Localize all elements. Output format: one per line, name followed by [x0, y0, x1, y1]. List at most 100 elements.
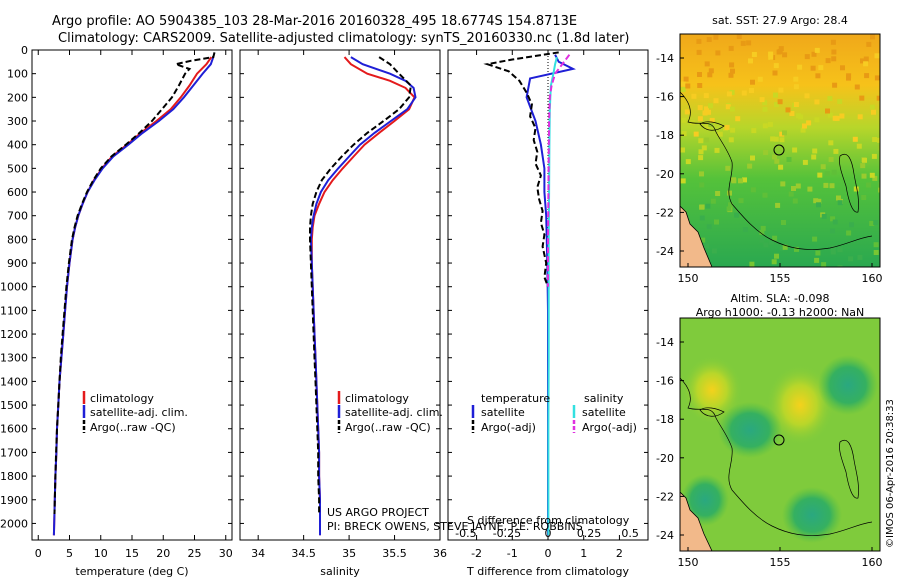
map-y-tick-label: -18 — [656, 129, 674, 142]
sst-pixel — [772, 235, 778, 241]
sst-pixel — [874, 53, 880, 59]
difference-x-label: T difference from climatology — [466, 565, 629, 578]
sst-pixel — [681, 131, 687, 137]
sst-pixel — [795, 183, 801, 189]
sst-pixel — [763, 242, 769, 248]
sst-pixel — [830, 39, 836, 45]
sst-pixel — [696, 38, 702, 44]
y-tick-label: 0 — [21, 44, 28, 57]
sst-pixel — [725, 104, 731, 110]
sst-pixel — [728, 72, 734, 78]
sst-map: sat. SST: 27.9 Argo: 28.4 -14 -16 -18 -20 -2… — [656, 14, 882, 285]
sst-pixel — [788, 191, 794, 197]
sst-pixel — [872, 137, 878, 142]
legend-salinity-title: salinity — [584, 392, 624, 405]
sst-pixel — [825, 58, 831, 64]
legend-climatology-label: climatology — [345, 392, 409, 405]
x-tick-label: -2 — [471, 547, 482, 560]
sst-pixel — [771, 259, 777, 265]
figure-title-line2: Climatology: CARS2009. Satellite-adjuste… — [58, 31, 630, 46]
y-tick-label: 500 — [7, 162, 28, 175]
sst-pixel — [762, 106, 768, 112]
sst-pixel — [778, 87, 784, 93]
sst-pixel — [848, 256, 854, 262]
sst-pixel — [699, 215, 705, 221]
sst-pixel — [782, 244, 788, 250]
sst-pixel — [736, 34, 742, 39]
map-x-tick-label: 160 — [862, 556, 883, 569]
sst-pixel — [772, 70, 778, 76]
sst-pixel — [734, 212, 740, 218]
series-line-argo-raw-qc- — [53, 52, 216, 515]
sst-pixel — [728, 202, 733, 208]
sst-pixel — [863, 56, 869, 62]
difference-legend: temperature satellite Argo(-adj) salinit… — [471, 392, 637, 434]
sst-pixel — [699, 171, 704, 177]
sst-pixel — [680, 87, 686, 92]
sst-pixel — [816, 198, 822, 204]
temperature-x-label: temperature (deg C) — [75, 565, 188, 578]
sst-pixel — [804, 93, 810, 99]
sst-pixel — [796, 113, 801, 119]
sst-pixel — [821, 262, 827, 267]
sst-pixel — [814, 47, 820, 53]
sst-pixel — [804, 54, 810, 60]
sst-pixel — [831, 49, 837, 55]
sst-pixel — [749, 261, 755, 267]
reef-contour — [699, 407, 725, 417]
legend-climatology-label: climatology — [90, 392, 154, 405]
sst-pixel — [782, 52, 788, 58]
sst-pixel — [691, 93, 697, 99]
sst-pixel — [827, 112, 833, 118]
sst-pixel — [757, 76, 763, 82]
sst-pixel — [767, 121, 773, 127]
sst-pixel — [837, 99, 843, 104]
x-tick-label: 30 — [219, 547, 233, 560]
map-y-tick-label: -16 — [656, 375, 674, 388]
sst-pixel — [791, 186, 796, 191]
sst-pixel — [828, 156, 834, 162]
x-tick-label: 20 — [156, 547, 170, 560]
sst-pixel — [802, 123, 807, 129]
sst-pixel — [705, 203, 711, 209]
sst-pixel — [681, 117, 687, 123]
profile-plots: 0 5 10 15 20 25 300100200300400500600700800900… — [0, 44, 648, 560]
sst-pixel — [831, 169, 837, 175]
sst-pixel — [786, 157, 792, 162]
sst-pixel — [778, 164, 784, 170]
x-tick-label: 0 — [545, 547, 552, 560]
reef-contour — [839, 153, 859, 213]
sst-pixel — [768, 239, 774, 245]
sst-pixel — [871, 109, 876, 115]
sst-pixel — [740, 40, 746, 46]
sst-pixel — [872, 175, 878, 181]
sst-pixel — [693, 131, 699, 137]
sst-pixel — [775, 202, 781, 208]
sla-low-anomaly — [818, 355, 878, 415]
map-y-tick-label: -24 — [656, 529, 674, 542]
sst-pixel — [774, 158, 780, 164]
sst-pixel — [792, 147, 798, 153]
legend-s-satellite-label: satellite — [582, 406, 626, 419]
sst-pixel — [793, 84, 799, 90]
sst-pixel — [857, 114, 863, 120]
x-tick-label: -1 — [507, 547, 518, 560]
sst-pixel — [821, 213, 827, 219]
sst-pixel — [759, 237, 765, 243]
sst-pixel — [683, 76, 689, 82]
sst-pixel — [708, 103, 713, 109]
sst-pixel — [699, 204, 705, 210]
sst-pixel — [707, 72, 713, 78]
sst-pixel — [878, 182, 880, 187]
sst-pixel — [762, 100, 768, 106]
sst-pixel — [864, 73, 870, 79]
sst-pixel — [810, 65, 816, 71]
sst-pixel — [871, 153, 877, 159]
sla-high-anomaly — [682, 356, 742, 424]
x-tick-label: 1 — [580, 547, 587, 560]
sla-map-title1: Altim. SLA: -0.098 — [730, 292, 829, 305]
sst-pixel — [857, 254, 863, 260]
sst-pixel — [852, 136, 858, 142]
figure-title-line1: Argo profile: AO 5904385_103 28-Mar-2016… — [52, 14, 577, 29]
sst-pixel — [742, 227, 748, 233]
